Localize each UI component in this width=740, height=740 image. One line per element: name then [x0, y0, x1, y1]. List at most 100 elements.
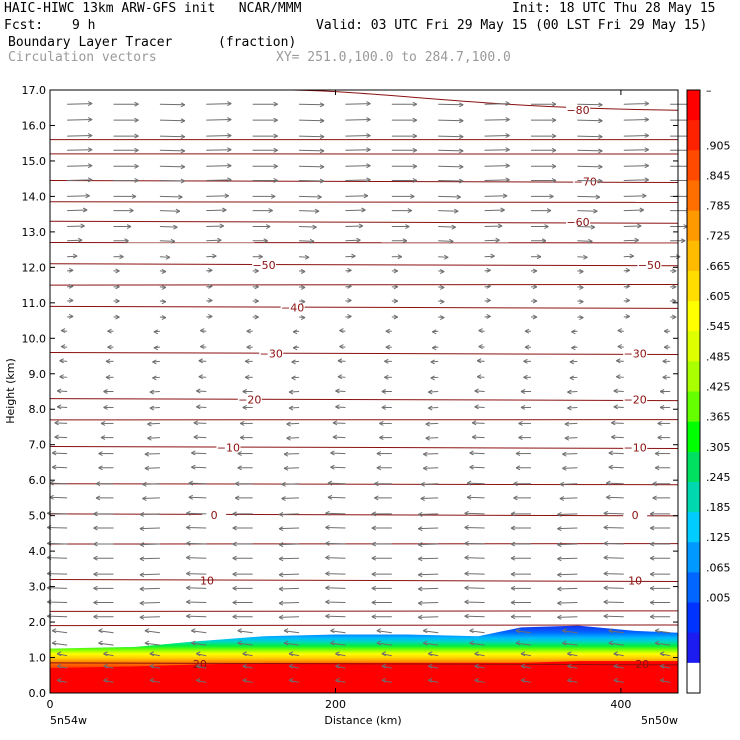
- wind-vector: [328, 483, 346, 484]
- wind-vector: [67, 166, 92, 167]
- wind-vector: [577, 104, 602, 105]
- wind-vector: [470, 453, 485, 454]
- wind-vector: [299, 136, 324, 137]
- wind-vector: [557, 588, 577, 589]
- wind-vector: [206, 210, 226, 211]
- wind-vector: [325, 558, 345, 559]
- wind-vector: [52, 467, 67, 468]
- wind-vector: [189, 497, 207, 498]
- contour-label: −40: [281, 301, 304, 314]
- y-tick-label: 16.0: [22, 119, 47, 132]
- wind-vector: [160, 166, 185, 167]
- wind-vector: [465, 558, 485, 559]
- wind-vector: [299, 241, 314, 242]
- colorbar-swatch: [687, 603, 700, 634]
- temperature-contour-line: [50, 352, 678, 354]
- wind-vector: [624, 196, 647, 197]
- wind-vector: [50, 483, 68, 484]
- wind-vector: [325, 543, 345, 544]
- wind-vector: [577, 150, 602, 151]
- wind-vector: [345, 240, 360, 241]
- wind-vector: [325, 527, 345, 528]
- colorbar-label: .545: [706, 320, 731, 333]
- wind-vector: [330, 453, 345, 454]
- temperature-contour-line: [50, 306, 678, 308]
- wind-vector: [485, 226, 503, 227]
- wind-vector: [142, 484, 160, 485]
- colorbar-label: .725: [706, 230, 731, 243]
- colorbar-label: .605: [706, 290, 731, 303]
- wind-vector: [609, 467, 624, 468]
- wind-vector: [604, 588, 624, 589]
- wind-vector: [279, 544, 299, 545]
- wind-vector: [485, 210, 505, 211]
- wind-vector: [577, 211, 597, 212]
- wind-vector: [557, 544, 577, 545]
- wind-vector: [206, 120, 231, 121]
- wind-vector: [345, 196, 368, 197]
- colorbar-label: .425: [706, 380, 731, 393]
- temperature-contour-line: [50, 399, 678, 401]
- wind-vector: [438, 241, 453, 242]
- colorbar-swatch: [687, 482, 700, 513]
- temperature-contour-line: [50, 611, 678, 612]
- y-tick-label: 11.0: [22, 297, 47, 310]
- wind-vector: [191, 453, 206, 454]
- wind-vector: [206, 226, 224, 227]
- y-tick-label: 1.0: [29, 652, 47, 665]
- colorbar-swatch: [687, 572, 700, 603]
- wind-vector: [624, 136, 649, 137]
- wind-vector: [418, 574, 438, 575]
- wind-vector: [142, 498, 160, 499]
- wind-vector: [604, 543, 624, 544]
- wind-vector: [140, 514, 160, 515]
- wind-vector: [160, 104, 185, 105]
- wind-vector: [485, 104, 510, 105]
- wind-vector: [609, 453, 624, 454]
- wind-vector: [418, 514, 438, 515]
- wind-vector: [145, 454, 160, 455]
- y-tick-label: 15.0: [22, 155, 47, 168]
- wind-vector: [279, 574, 299, 575]
- y-tick-label: 7.0: [29, 439, 47, 452]
- contour-label: −10: [217, 441, 240, 454]
- y-tick-label: 6.0: [29, 474, 47, 487]
- wind-vector: [299, 166, 324, 167]
- wind-vector: [557, 603, 577, 604]
- wind-vector: [186, 513, 206, 514]
- wind-vector: [423, 468, 438, 469]
- wind-vector: [345, 226, 363, 227]
- x-tick-label: 200: [325, 698, 346, 711]
- y-tick-label: 13.0: [22, 226, 47, 239]
- wind-vector: [160, 136, 185, 137]
- wind-vector: [299, 150, 324, 151]
- wind-vector: [299, 196, 322, 197]
- wind-vector: [624, 120, 649, 121]
- contour-label: 10: [628, 574, 642, 587]
- wind-vector: [624, 180, 649, 181]
- contour-label: 10: [200, 574, 214, 587]
- wind-vector: [186, 602, 206, 603]
- wind-vector: [423, 454, 438, 455]
- circulation-vectors: [47, 102, 695, 683]
- wind-vector: [67, 136, 92, 137]
- colorbar-swatch: [687, 180, 700, 211]
- wind-vector: [418, 588, 438, 589]
- colorbar-swatch: [687, 90, 700, 121]
- wind-vector: [325, 513, 345, 514]
- temperature-contour-line: [50, 264, 678, 266]
- wind-vector: [465, 574, 485, 575]
- wind-vector: [191, 467, 206, 468]
- y-tick-label: 4.0: [29, 545, 47, 558]
- wind-vector: [557, 558, 577, 559]
- colorbar-label: .905: [706, 139, 731, 152]
- wind-vector: [438, 211, 458, 212]
- wind-vector: [284, 468, 299, 469]
- wind-vector: [604, 574, 624, 575]
- wind-vector: [418, 617, 438, 618]
- wind-vector: [470, 467, 485, 468]
- y-tick-label: 9.0: [29, 368, 47, 381]
- wind-vector: [299, 180, 324, 181]
- colorbar-label: .125: [706, 531, 731, 544]
- wind-vector: [485, 166, 510, 167]
